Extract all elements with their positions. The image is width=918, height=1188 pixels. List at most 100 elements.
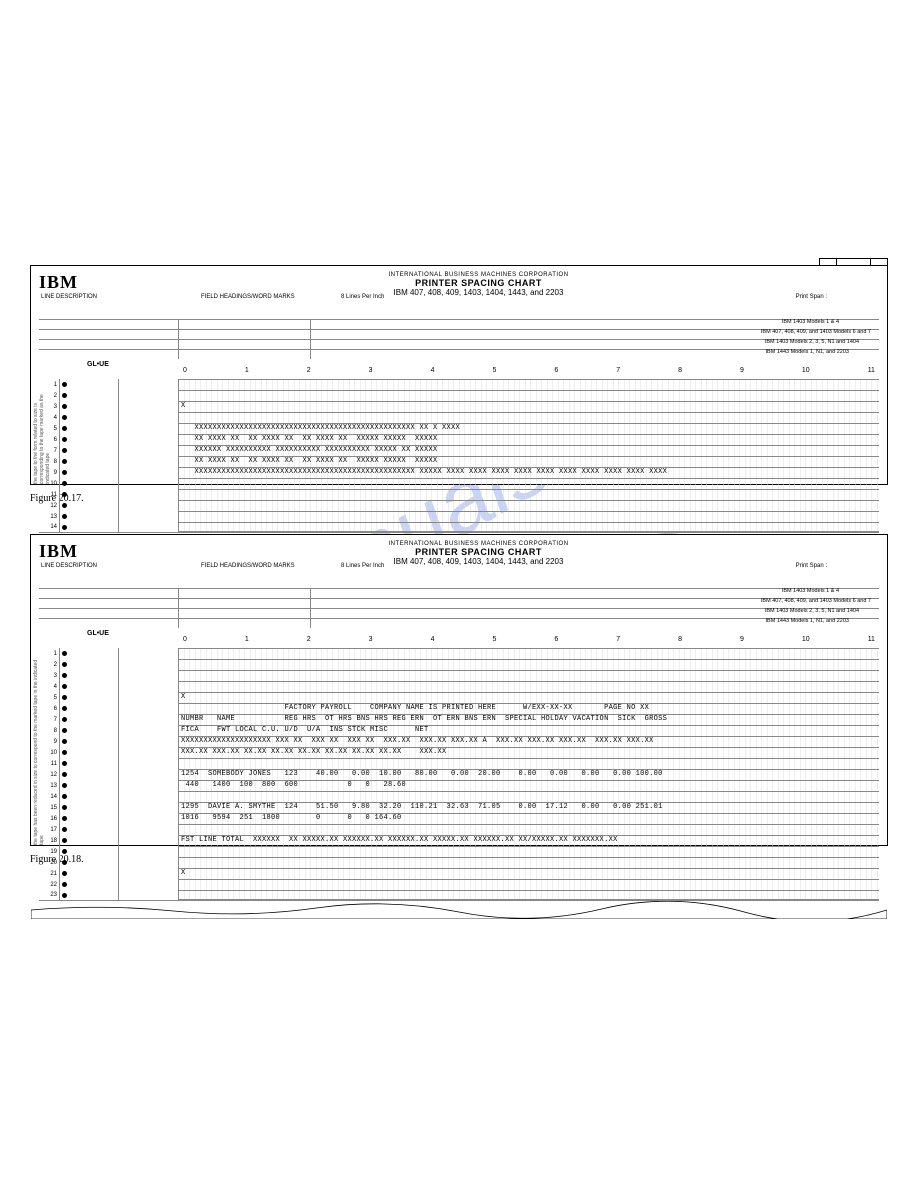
grid-row: 1 [39, 379, 879, 390]
grid-row: 6 XX XXXX XX XX XXXX XX XX XXXX XX XXXXX… [39, 434, 879, 445]
carriage-tape-col [59, 846, 119, 857]
data-cell [179, 879, 879, 890]
ruler-num: 9 [740, 636, 744, 646]
line-desc-cell [119, 747, 179, 758]
carriage-dot-icon [62, 882, 67, 887]
data-cell: XXXXXXXXXXXXXXXXXXXXXXXXXXXXXXXXXXXXXXXX… [179, 423, 879, 434]
carriage-tape-col [59, 692, 119, 703]
grid-row: 21X [39, 868, 879, 879]
data-cell: XXX.XX XXX.XX XX.XX XX.XX XX.XX XX.XX XX… [179, 747, 879, 758]
line-desc-cell [119, 445, 179, 456]
line-desc-cell [119, 681, 179, 692]
carriage-dot-icon [62, 739, 67, 744]
grid-row: 11 [39, 489, 879, 500]
row-number: 14 [39, 524, 59, 530]
carriage-dot-icon [62, 393, 67, 398]
carriage-tape-col [59, 725, 119, 736]
line-desc-cell [119, 511, 179, 522]
grid-row: 5X [39, 692, 879, 703]
line-desc-label: LINE DESCRIPTION [41, 294, 97, 300]
line-desc-cell [119, 780, 179, 791]
row-number: 17 [39, 827, 59, 833]
line-desc-cell [119, 890, 179, 900]
ruler-num: 8 [678, 636, 682, 646]
line-desc-cell [119, 379, 179, 390]
carriage-dot-icon [62, 481, 67, 486]
carriage-dot-icon [62, 893, 67, 898]
grid-row: 2 [39, 390, 879, 401]
row-number: 11 [39, 492, 59, 498]
line-desc-cell [119, 813, 179, 824]
carriage-dot-icon [62, 426, 67, 431]
line-desc-cell [119, 879, 179, 890]
carriage-dot-icon [62, 673, 67, 678]
row-number: 2 [39, 662, 59, 668]
ruler-num: 7 [616, 367, 620, 377]
line-desc-cell [119, 769, 179, 780]
grid-row: 22 [39, 879, 879, 890]
data-cell [179, 824, 879, 835]
row-number: 13 [39, 514, 59, 520]
carriage-dot-icon [62, 470, 67, 475]
grid-row: 8 XX XXXX XX XX XXXX XX XX XXXX XX XXXXX… [39, 456, 879, 467]
data-cell: NUMBR NAME REG HRS OT HRS BNS HRS REG ER… [179, 714, 879, 725]
line-desc-cell [119, 703, 179, 714]
carriage-dot-icon [62, 750, 67, 755]
carriage-tape-col [59, 648, 119, 659]
model-anno-4: IBM 1443 Models 1, N1, and 2203 [766, 349, 849, 355]
carriage-tape-col [59, 500, 119, 511]
grid-row: 2 [39, 659, 879, 670]
grid-row: 18FST LINE TOTAL XXXXXX XX XXXXX.XX XXXX… [39, 835, 879, 846]
carriage-dot-icon [62, 838, 67, 843]
grid-row: 23 [39, 890, 879, 901]
line-desc-cell [119, 692, 179, 703]
grid-row: 14 [39, 791, 879, 802]
grid-row: 151295 DAVIE A. SMYTHE 124 51.50 9.80 32… [39, 802, 879, 813]
row-number: 6 [39, 706, 59, 712]
torn-edge [31, 901, 887, 919]
row-number: 8 [39, 459, 59, 465]
carriage-dot-icon [62, 794, 67, 799]
line-desc-cell [119, 868, 179, 879]
carriage-dot-icon [62, 415, 67, 420]
grid-row: 161016 9594 251 1800 0 0 0 164.60 [39, 813, 879, 824]
line-desc-cell [119, 846, 179, 857]
carriage-dot-icon [62, 860, 67, 865]
carriage-tape-col [59, 445, 119, 456]
carriage-dot-icon [62, 525, 67, 530]
line-desc-cell [119, 456, 179, 467]
grid-row: 3 [39, 670, 879, 681]
field-hdg-label: FIELD HEADINGS/WORD MARKS [201, 294, 295, 300]
ruler-num: 0 [183, 367, 187, 377]
model-anno-1: IBM 1403 Models 1 & 4 [782, 588, 839, 594]
carriage-dot-icon [62, 662, 67, 667]
data-cell: X [179, 692, 879, 703]
ruler-num: 2 [307, 367, 311, 377]
row-number: 23 [39, 892, 59, 898]
data-cell [179, 511, 879, 522]
grid-row: 6 FACTORY PAYROLL COMPANY NAME IS PRINTE… [39, 703, 879, 714]
data-cell [179, 412, 879, 423]
row-number: 7 [39, 717, 59, 723]
line-desc-cell [119, 714, 179, 725]
line-desc-cell [119, 412, 179, 423]
carriage-dot-icon [62, 448, 67, 453]
carriage-tape-col [59, 511, 119, 522]
data-cell [179, 489, 879, 500]
chart-title: PRINTER SPACING CHART [78, 278, 879, 288]
data-cell [179, 478, 879, 489]
ruler-num: 3 [369, 367, 373, 377]
carriage-tape-col [59, 379, 119, 390]
ruler-num: 11 [868, 367, 875, 377]
ruler-num: 1 [245, 636, 249, 646]
line-desc-cell [119, 725, 179, 736]
chart-models: IBM 407, 408, 409, 1403, 1404, 1443, and… [78, 288, 879, 297]
page-content: the tape to the form related to size is … [30, 265, 888, 895]
chart-models: IBM 407, 408, 409, 1403, 1404, 1443, and… [78, 557, 879, 566]
spacing-chart-1: the tape to the form related to size is … [30, 265, 888, 485]
row-number: 13 [39, 783, 59, 789]
carriage-dot-icon [62, 717, 67, 722]
row-number: 6 [39, 437, 59, 443]
carriage-tape-col [59, 681, 119, 692]
carriage-tape-col [59, 659, 119, 670]
